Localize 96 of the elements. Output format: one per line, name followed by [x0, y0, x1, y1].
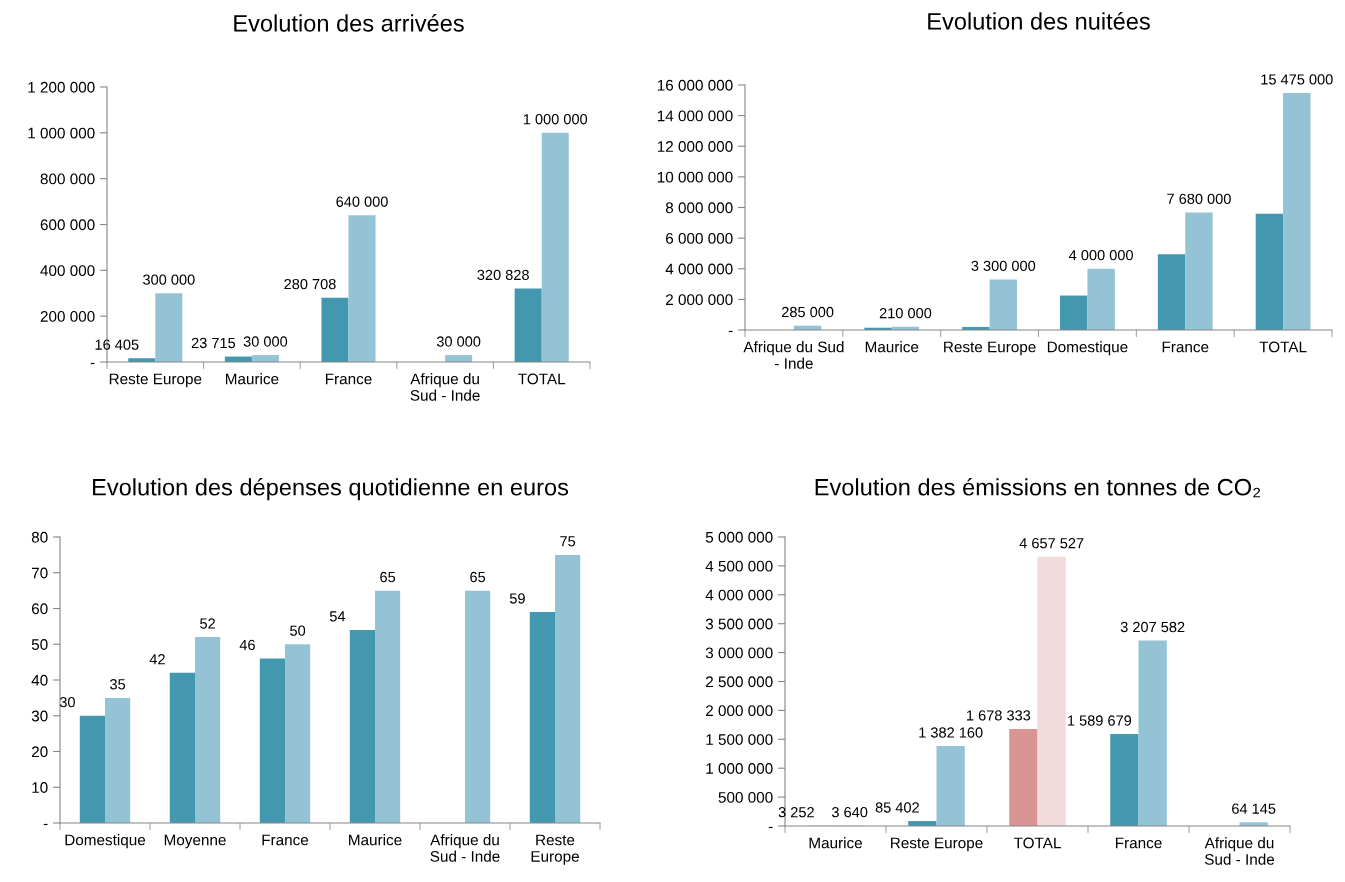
y-tick-label: 4 500 000: [705, 560, 773, 572]
chart-title: Evolution des émissions en tonnes de CO₂: [815, 477, 1261, 498]
y-tick-label: 20: [31, 746, 48, 758]
x-tick-label: Afrique du Sud - Inde: [1204, 837, 1275, 865]
y-tick-label: -: [728, 330, 733, 333]
y-tick-label: 16 000 000: [657, 79, 733, 91]
data-label: 54: [329, 611, 346, 622]
y-tick-label: 6 000 000: [666, 232, 733, 244]
data-label: 4 657 527: [1019, 538, 1084, 549]
y-tick-label: 80: [31, 531, 48, 543]
data-label: 65: [470, 571, 486, 583]
data-label: 7 680 000: [1167, 193, 1231, 204]
data-label: 85 402: [875, 802, 919, 813]
chart-title: Evolution des nuitées: [928, 12, 1150, 30]
y-tick-label: 14 000 000: [657, 110, 733, 122]
data-label: 30 000: [436, 336, 481, 347]
y-tick-label: 2 000 000: [666, 294, 733, 306]
x-tick-label: TOTAL: [1013, 837, 1061, 849]
data-label: 42: [149, 654, 165, 665]
x-tick-label: Reste Europe: [109, 373, 202, 388]
data-label: 210 000: [879, 308, 932, 319]
data-label: 640 000: [336, 196, 388, 207]
x-tick-label: Maurice: [809, 837, 862, 849]
y-tick-label: 30: [31, 710, 48, 722]
data-label: 65: [380, 571, 396, 583]
y-tick-label: 600 000: [40, 219, 95, 231]
x-tick-label: Maurice: [865, 341, 919, 353]
y-tick-label: 60: [31, 603, 48, 615]
chart-title: Evolution des dépenses quotidienne en euros: [93, 477, 569, 501]
y-tick-label: -: [90, 362, 95, 365]
x-tick-label: France: [325, 373, 372, 385]
y-tick-label: 400 000: [40, 265, 95, 277]
y-tick-label: 1 000 000: [28, 127, 95, 139]
y-tick-label: 5 000 000: [705, 531, 773, 543]
x-tick-label: France: [1162, 341, 1209, 353]
y-tick-label: 4 000 000: [665, 263, 733, 275]
data-label: 52: [200, 618, 215, 629]
x-tick-label: Domestique: [1047, 341, 1128, 356]
y-tick-label: 3 500 000: [705, 618, 773, 630]
x-tick-label: TOTAL: [1259, 341, 1307, 353]
y-tick-label: 4 000 000: [705, 589, 773, 601]
data-label: 285 000: [781, 306, 834, 318]
y-tick-label: 70: [31, 567, 48, 579]
y-tick-label: -: [43, 823, 48, 826]
y-tick-label: 800 000: [40, 173, 95, 185]
chart-title: Evolution des arrivées: [234, 14, 464, 32]
x-tick-label: Reste Europe: [531, 834, 579, 865]
x-tick-label: Afrique du Sud - Inde: [430, 834, 500, 862]
y-tick-label: 1 000 000: [706, 763, 773, 774]
x-tick-label: France: [1115, 837, 1162, 849]
y-tick-label: 50: [31, 639, 48, 650]
y-tick-label: 12 000 000: [657, 141, 733, 152]
y-tick-label: 10 000 000: [657, 171, 733, 183]
data-label: 75: [560, 536, 576, 547]
data-label: 1 000 000: [523, 114, 588, 125]
y-tick-label: 500 000: [718, 791, 773, 803]
data-label: 23 715: [191, 337, 236, 349]
y-tick-label: 40: [31, 674, 48, 686]
x-tick-label: Maurice: [225, 373, 279, 385]
y-tick-label: 10: [32, 782, 48, 793]
x-tick-label: Moyenne: [164, 834, 226, 849]
data-label: 4 000 000: [1069, 249, 1133, 261]
data-label: 3 300 000: [971, 260, 1036, 272]
data-label: 46: [239, 639, 255, 651]
data-label: 50: [290, 625, 306, 636]
data-label: 280 708: [284, 278, 336, 290]
data-label: 320 828: [477, 269, 529, 281]
data-label: 3 252: [778, 807, 814, 818]
x-tick-label: France: [262, 834, 309, 846]
x-tick-label: Reste Europe: [944, 341, 1036, 356]
y-tick-label: 1 200 000: [28, 81, 95, 93]
data-label: 64 145: [1232, 803, 1276, 814]
data-label: 1 678 333: [967, 710, 1031, 721]
y-tick-label: 2 000 000: [706, 705, 773, 717]
x-tick-label: Afrique du Sud - Inde: [743, 341, 844, 369]
data-label: 3 207 582: [1120, 621, 1185, 633]
data-label: 30 000: [243, 336, 288, 347]
y-tick-label: 3 000 000: [705, 647, 773, 659]
x-tick-label: Reste Europe: [891, 837, 983, 852]
data-label: 59: [509, 593, 525, 604]
x-tick-label: Maurice: [349, 834, 402, 846]
data-label: 15 475 000: [1261, 74, 1333, 85]
data-label: 35: [110, 679, 126, 690]
y-tick-label: -: [768, 826, 773, 829]
y-tick-label: 2 500 000: [706, 676, 773, 688]
data-label: 1 589 679: [1068, 715, 1132, 726]
x-tick-label: Domestique: [65, 834, 146, 849]
data-label: 3 640: [831, 807, 868, 818]
y-tick-label: 1 500 000: [706, 734, 773, 745]
x-tick-label: TOTAL: [518, 373, 566, 385]
data-label: 16 405: [95, 339, 139, 350]
x-tick-label: Afrique du Sud - Inde: [410, 373, 480, 401]
data-label: 300 000: [143, 274, 195, 285]
y-tick-label: 200 000: [40, 311, 95, 322]
data-label: 1 382 160: [919, 727, 983, 738]
y-tick-label: 8 000 000: [665, 202, 733, 214]
